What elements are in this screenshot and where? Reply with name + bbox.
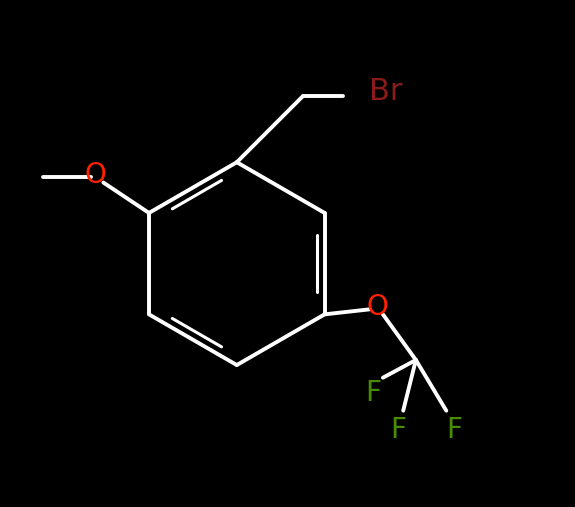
Text: F: F [446,416,462,444]
Text: O: O [85,161,106,189]
Text: O: O [367,293,389,321]
Text: F: F [390,416,406,444]
Text: Br: Br [369,77,402,106]
Text: F: F [365,379,381,407]
